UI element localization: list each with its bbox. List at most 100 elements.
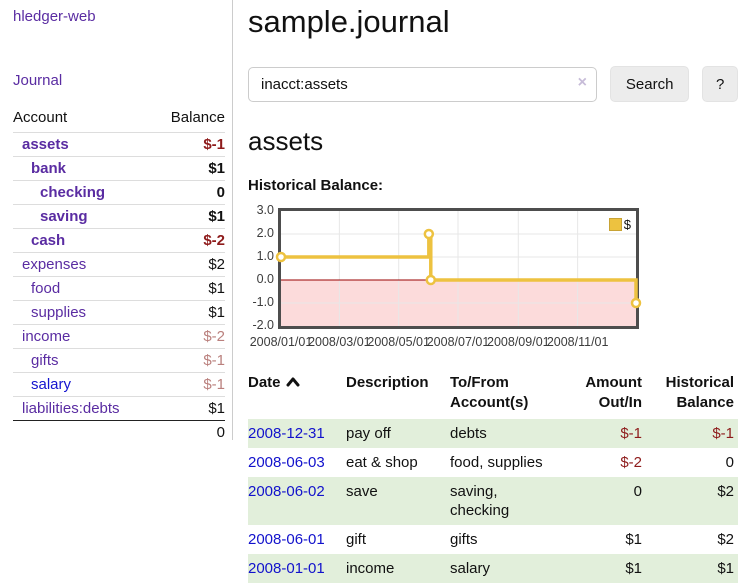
column-header-balance: Historical Balance — [665, 374, 734, 411]
account-link[interactable]: expenses — [22, 256, 87, 273]
transaction-date-link[interactable]: 2008-06-02 — [248, 483, 325, 500]
account-row: gifts $-1 — [13, 348, 225, 372]
transactions-header-row: Date Description To/From Account(s) Amou… — [248, 371, 738, 419]
account-balance: $-1 — [203, 136, 225, 153]
account-row: salary $-1 — [13, 372, 225, 396]
account-row: income $-2 — [13, 324, 225, 348]
accounts-header-account: Account — [13, 109, 68, 126]
account-row: food $1 — [13, 276, 225, 300]
search-button[interactable]: Search — [609, 66, 690, 102]
clear-search-icon[interactable]: × — [577, 73, 587, 91]
account-link[interactable]: checking — [40, 184, 106, 201]
account-link[interactable]: liabilities:debts — [22, 400, 120, 417]
account-row: saving $1 — [13, 204, 225, 228]
account-link[interactable]: income — [22, 328, 71, 345]
transaction-description: income — [346, 560, 395, 577]
accounts-total-row: 0 — [13, 420, 225, 444]
account-row: bank $1 — [13, 156, 225, 180]
transaction-date-link[interactable]: 2008-01-01 — [248, 560, 325, 577]
account-link[interactable]: gifts — [31, 352, 59, 369]
account-balance: $-2 — [203, 328, 225, 345]
transaction-date-link[interactable]: 2008-06-01 — [248, 531, 325, 548]
transaction-amount: 0 — [633, 483, 642, 500]
sidebar-item-journal[interactable]: Journal — [13, 72, 63, 89]
account-link[interactable]: bank — [31, 160, 67, 177]
accounts-header-balance: Balance — [170, 109, 225, 126]
transaction-row: 2008-06-02 save saving, checking 0 $2 — [248, 477, 738, 525]
transaction-row: 2008-01-01 income salary $1 $1 — [248, 554, 738, 583]
transaction-row: 2008-12-31 pay off debts $-1 $-1 — [248, 419, 738, 448]
account-link[interactable]: saving — [40, 208, 88, 225]
help-button[interactable]: ? — [702, 66, 738, 102]
chart-title: Historical Balance: — [248, 177, 384, 194]
account-row: expenses $2 — [13, 252, 225, 276]
accounts-total-value: 0 — [216, 424, 225, 441]
transaction-amount: $1 — [625, 531, 642, 548]
column-header-description: Description — [346, 374, 429, 391]
transaction-accounts: salary — [450, 560, 491, 577]
account-balance: $1 — [208, 160, 225, 177]
account-link[interactable]: salary — [31, 376, 72, 393]
y-axis-tick-label: 0.0 — [256, 272, 274, 286]
account-balance: $1 — [208, 400, 225, 417]
account-heading: assets — [248, 126, 324, 156]
transaction-amount: $1 — [625, 560, 642, 577]
x-axis-tick-label: 2008/11/01 — [546, 335, 609, 349]
column-header-amount: Amount Out/In — [585, 374, 642, 411]
transaction-accounts: gifts — [450, 531, 478, 548]
transaction-balance: $2 — [717, 483, 734, 500]
sort-ascending-icon — [286, 377, 300, 387]
account-row: cash $-2 — [13, 228, 225, 252]
sidebar: hledger-web Journal Account Balance asse… — [0, 0, 233, 441]
account-balance: $2 — [208, 256, 225, 273]
x-axis-tick-label: 2008/07/01 — [426, 335, 490, 349]
account-row: liabilities:debts $1 — [13, 396, 225, 420]
x-axis-tick-label: 2008/03/01 — [308, 335, 371, 349]
transaction-date-link[interactable]: 2008-12-31 — [248, 425, 325, 442]
x-axis-tick-label: 2008/05/01 — [367, 335, 430, 349]
account-balance: $1 — [208, 280, 225, 297]
account-link[interactable]: supplies — [31, 304, 87, 321]
account-link[interactable]: assets — [22, 136, 69, 153]
account-balance: $-1 — [203, 376, 225, 393]
transaction-description: gift — [346, 531, 367, 548]
account-row: supplies $1 — [13, 300, 225, 324]
transaction-row: 2008-06-01 gift gifts $1 $2 — [248, 525, 738, 554]
y-axis-tick-label: 1.0 — [256, 249, 274, 263]
transaction-accounts: debts — [450, 425, 487, 442]
accounts-table: Account Balance assets $-1 bank $1 checking 0… — [13, 107, 225, 444]
chart-canvas — [275, 211, 642, 326]
accounts-list: assets $-1 bank $1 checking 0 saving $1 cash $-2 e… — [13, 132, 225, 420]
account-balance: $1 — [208, 304, 225, 321]
chart-plot-area: $ — [275, 208, 642, 329]
search-input[interactable] — [248, 66, 597, 102]
column-header-date-label: Date — [248, 374, 281, 391]
x-axis-tick-label: 2008/01/01 — [249, 335, 313, 349]
transaction-description: eat & shop — [346, 454, 418, 471]
account-balance: 0 — [216, 184, 225, 201]
transaction-description: pay off — [346, 425, 391, 442]
app-title-link[interactable]: hledger-web — [13, 8, 96, 25]
y-axis-tick-label: -2.0 — [252, 318, 274, 332]
account-link[interactable]: food — [31, 280, 61, 297]
y-axis-tick-label: -1.0 — [252, 295, 274, 309]
transactions-table: Date Description To/From Account(s) Amou… — [248, 371, 738, 583]
account-row: assets $-1 — [13, 132, 225, 156]
account-link[interactable]: cash — [31, 232, 66, 249]
search-input-wrap: × — [248, 66, 597, 102]
account-balance: $-1 — [203, 352, 225, 369]
account-balance: $1 — [208, 208, 225, 225]
main-content: sample.journal × Search ? assets Histori… — [248, 0, 738, 583]
column-header-accounts: To/From Account(s) — [450, 374, 529, 411]
transaction-row: 2008-06-03 eat & shop food, supplies $-2 0 — [248, 448, 738, 477]
legend-label: $ — [623, 217, 631, 232]
transaction-date-link[interactable]: 2008-06-03 — [248, 454, 325, 471]
transaction-amount: $-1 — [620, 425, 642, 442]
account-row: checking 0 — [13, 180, 225, 204]
transaction-balance: $2 — [717, 531, 734, 548]
y-axis-tick-label: 2.0 — [256, 226, 274, 240]
column-header-date[interactable]: Date — [248, 371, 346, 419]
chart-legend: $ — [608, 217, 631, 232]
transaction-accounts: food, supplies — [450, 454, 543, 471]
transaction-amount: $-2 — [620, 454, 642, 471]
